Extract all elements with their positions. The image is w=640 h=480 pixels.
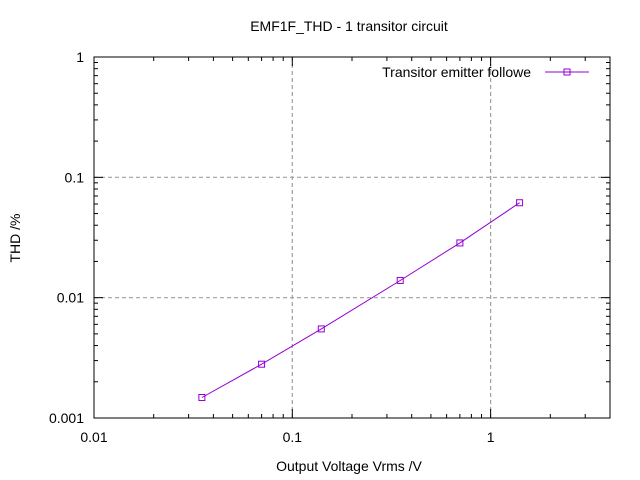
y-tick-label: 0.001 <box>49 410 84 426</box>
chart-title: EMF1F_THD - 1 transitor circuit <box>250 18 448 34</box>
series-layer <box>198 199 524 402</box>
y-tick-label: 0.1 <box>65 169 85 185</box>
data-point-marker <box>198 394 206 402</box>
legend-label: Transitor emitter followe <box>382 64 531 80</box>
data-point-marker <box>396 276 404 284</box>
grid-lines <box>94 57 610 418</box>
x-tick-label: 0.1 <box>283 429 303 445</box>
legend: Transitor emitter followe <box>382 64 589 80</box>
y-tick-label: 0.01 <box>57 290 84 306</box>
plot-frame <box>93 56 611 419</box>
axis-ticks <box>93 56 611 419</box>
x-tick-label: 0.01 <box>80 429 107 445</box>
x-tick-label: 1 <box>487 429 495 445</box>
data-point-marker <box>456 239 464 247</box>
x-axis-label: Output Voltage Vrms /V <box>276 458 422 474</box>
data-point-marker <box>317 325 325 333</box>
y-tick-label: 1 <box>76 49 84 65</box>
data-point-marker <box>258 360 266 368</box>
data-point-marker <box>516 199 524 207</box>
y-axis-label: THD /% <box>7 214 23 263</box>
series-line <box>201 202 520 398</box>
legend-marker <box>563 68 571 76</box>
axis-tick-labels: 0.01 0.1 1 0.001 0.01 0.1 1 <box>49 49 495 445</box>
